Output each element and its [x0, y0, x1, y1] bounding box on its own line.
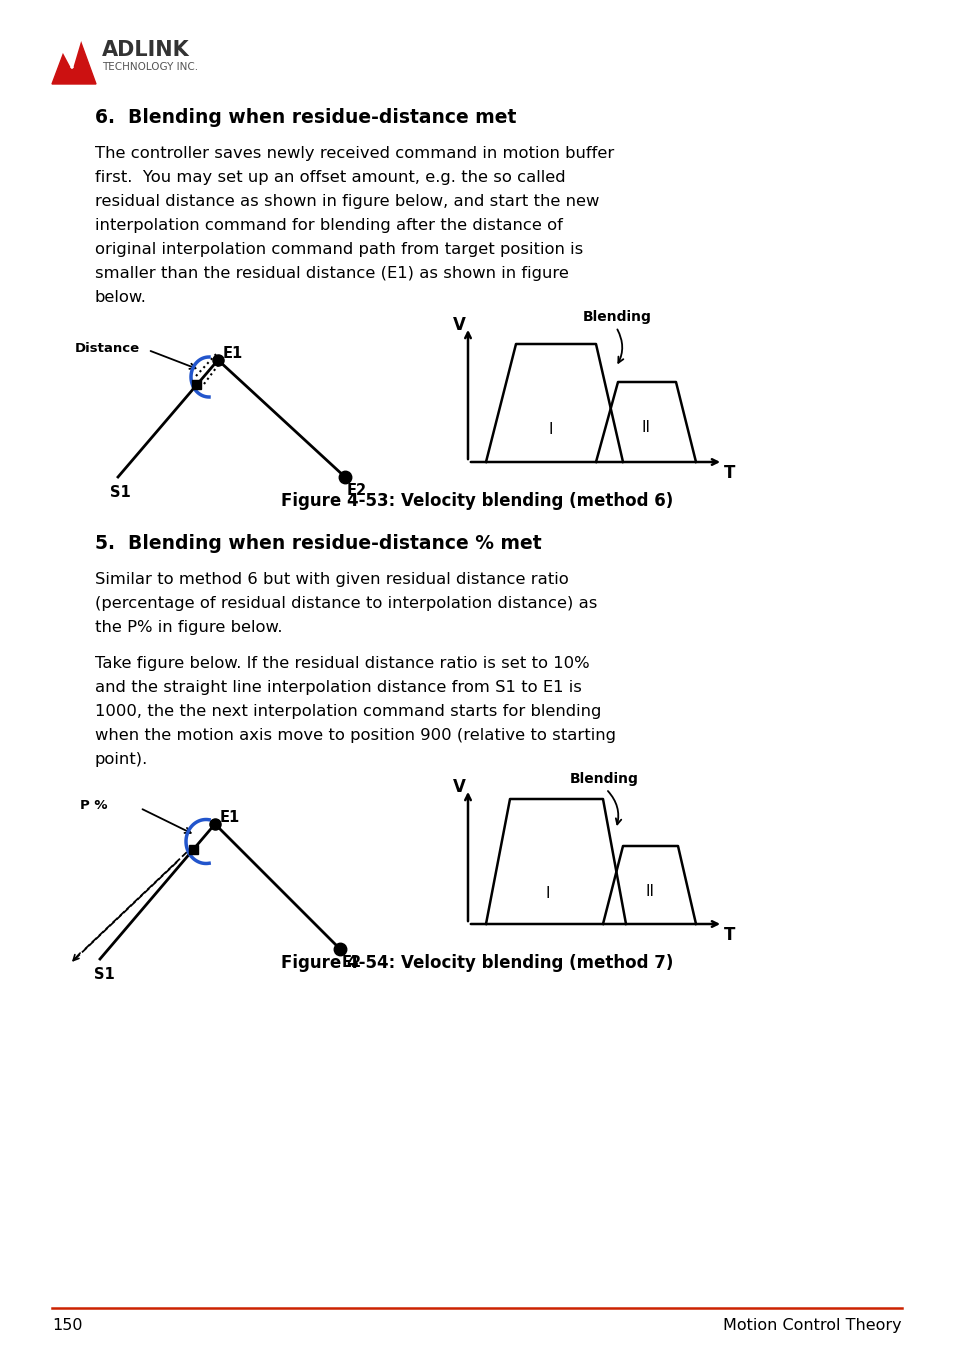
Bar: [189, 845, 198, 854]
Text: TECHNOLOGY INC.: TECHNOLOGY INC.: [102, 62, 198, 72]
Text: The controller saves newly received command in motion buffer: The controller saves newly received comm…: [95, 146, 614, 161]
Text: II: II: [640, 420, 650, 435]
Text: T: T: [723, 464, 735, 483]
Text: S1: S1: [110, 485, 131, 500]
Text: Blending: Blending: [569, 772, 639, 786]
Text: Figure 4-54: Velocity blending (method 7): Figure 4-54: Velocity blending (method 7…: [280, 955, 673, 972]
Text: Figure 4-53: Velocity blending (method 6): Figure 4-53: Velocity blending (method 6…: [280, 492, 673, 510]
Text: E2: E2: [341, 955, 362, 969]
Text: P %: P %: [80, 799, 108, 813]
Text: when the motion axis move to position 900 (relative to starting: when the motion axis move to position 90…: [95, 727, 616, 744]
Text: Motion Control Theory: Motion Control Theory: [722, 1318, 901, 1333]
Text: V: V: [453, 777, 465, 796]
Text: I: I: [548, 422, 553, 437]
Text: Distance: Distance: [75, 342, 140, 356]
Text: 1000, the the next interpolation command starts for blending: 1000, the the next interpolation command…: [95, 704, 600, 719]
Bar: [192, 380, 201, 389]
Text: Take figure below. If the residual distance ratio is set to 10%: Take figure below. If the residual dista…: [95, 656, 589, 671]
Text: Similar to method 6 but with given residual distance ratio: Similar to method 6 but with given resid…: [95, 572, 568, 587]
Text: the P% in figure below.: the P% in figure below.: [95, 621, 282, 635]
Text: E2: E2: [347, 483, 367, 498]
Text: I: I: [545, 886, 550, 900]
Text: residual distance as shown in figure below, and start the new: residual distance as shown in figure bel…: [95, 193, 598, 210]
Text: II: II: [645, 884, 654, 899]
Text: 5.  Blending when residue-distance % met: 5. Blending when residue-distance % met: [95, 534, 541, 553]
Text: E1: E1: [223, 346, 243, 361]
Text: E1: E1: [220, 810, 240, 825]
Text: original interpolation command path from target position is: original interpolation command path from…: [95, 242, 582, 257]
Text: interpolation command for blending after the distance of: interpolation command for blending after…: [95, 218, 562, 233]
Text: point).: point).: [95, 752, 148, 767]
Text: below.: below.: [95, 289, 147, 306]
Polygon shape: [52, 41, 96, 84]
Text: Blending: Blending: [582, 310, 651, 324]
Text: (percentage of residual distance to interpolation distance) as: (percentage of residual distance to inte…: [95, 596, 597, 611]
Text: V: V: [453, 316, 465, 334]
Text: 150: 150: [52, 1318, 82, 1333]
Text: smaller than the residual distance (E1) as shown in figure: smaller than the residual distance (E1) …: [95, 266, 568, 281]
Text: S1: S1: [94, 967, 114, 982]
Text: 6.  Blending when residue-distance met: 6. Blending when residue-distance met: [95, 108, 516, 127]
Text: ADLINK: ADLINK: [102, 41, 190, 59]
Text: T: T: [723, 926, 735, 944]
Text: first.  You may set up an offset amount, e.g. the so called: first. You may set up an offset amount, …: [95, 170, 565, 185]
Text: and the straight line interpolation distance from S1 to E1 is: and the straight line interpolation dist…: [95, 680, 581, 695]
